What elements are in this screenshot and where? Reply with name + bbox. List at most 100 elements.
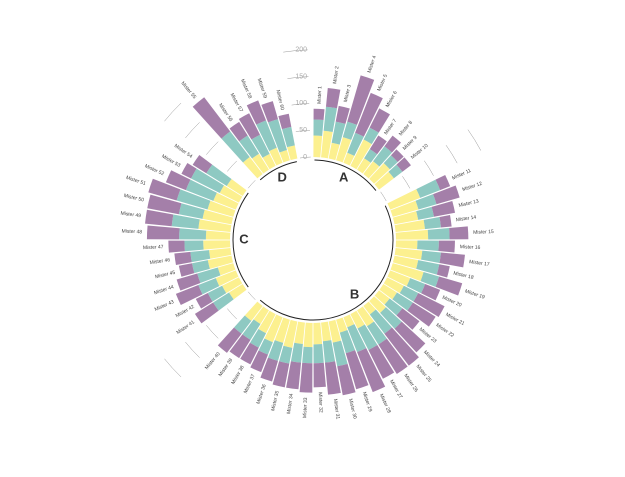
bar-segment: [242, 319, 261, 340]
bar-label: Mister 21: [444, 312, 465, 327]
bar-segment: [234, 315, 252, 334]
bar-segment: [331, 121, 346, 145]
grid-line: [299, 156, 311, 159]
bar-segment: [380, 307, 402, 329]
bar-segment: [395, 229, 429, 240]
bar-segment: [286, 361, 302, 390]
bar-segment: [435, 276, 463, 296]
bar-segment: [213, 292, 234, 311]
bar-segment: [337, 363, 356, 396]
bar-segment: [184, 240, 204, 252]
group-label: D: [278, 170, 287, 185]
bar-segment: [369, 135, 387, 155]
bar-segment: [229, 334, 251, 359]
bar-label: Mister 35: [270, 390, 281, 412]
bar-segment: [439, 215, 452, 228]
bar-segment: [394, 321, 426, 353]
bar-segment: [435, 174, 451, 191]
bar-label: Mister 59: [256, 78, 268, 100]
bar-segment: [313, 108, 325, 120]
group-label: C: [239, 231, 249, 246]
bar-segment: [313, 119, 324, 136]
bar-segment: [421, 284, 441, 301]
bar-label: Mister 19: [464, 288, 486, 300]
bar-segment: [238, 113, 260, 140]
bar-segment: [176, 189, 211, 210]
bar-segment: [439, 252, 465, 268]
bar-segment: [217, 263, 236, 276]
bar-label: Mister 8: [398, 120, 414, 138]
bar-segment: [197, 267, 221, 284]
bar-label: Mister 24: [422, 350, 441, 369]
bar-segment: [313, 135, 323, 158]
grid-line: [164, 102, 182, 122]
bar-segment: [250, 329, 267, 348]
bar-label: Mister 18: [453, 270, 475, 281]
bar-segment: [322, 340, 336, 363]
bar-segment: [369, 296, 386, 313]
bar-segment: [192, 97, 231, 139]
bar-segment: [229, 284, 247, 300]
bar-segment: [313, 344, 324, 364]
bar-segment: [215, 270, 239, 287]
bar-segment: [324, 361, 341, 395]
grid-line: [283, 49, 308, 53]
bar-label: Mister 30: [347, 398, 358, 420]
bar-segment: [207, 285, 227, 302]
grid-line: [445, 145, 458, 164]
bar-segment: [392, 292, 413, 311]
bar-segment: [392, 211, 419, 225]
y-tick-label: 100: [295, 100, 307, 107]
bar-segment: [373, 146, 392, 167]
bar-segment: [325, 88, 341, 109]
group-label: B: [350, 287, 359, 302]
grid-line: [380, 191, 387, 202]
bar-label: Mister 57: [229, 92, 244, 113]
bar-segment: [328, 142, 340, 161]
bar-segment: [281, 126, 295, 148]
bar-segment: [357, 348, 386, 393]
bar-segment: [323, 106, 337, 132]
bar-label: Mister 6: [385, 90, 399, 109]
bar-segment: [258, 338, 273, 355]
bar-label: Mister 14: [456, 215, 477, 224]
bar-label: Mister 25: [415, 364, 433, 384]
bar-label: Mister 53: [160, 154, 181, 169]
bar-segment: [226, 179, 247, 196]
bar-segment: [168, 240, 185, 253]
bar-segment: [363, 301, 376, 315]
bar-segment: [436, 264, 450, 278]
bar-segment: [244, 301, 263, 321]
bar-segment: [294, 321, 305, 344]
bar-segment: [347, 75, 375, 125]
bar-segment: [347, 324, 367, 353]
bar-segment: [178, 203, 205, 219]
bar-label: Mister 29: [361, 391, 373, 413]
bar-label: Mister 40: [204, 351, 222, 371]
grid-line: [164, 358, 182, 378]
bar-label: Mister 10: [410, 143, 430, 161]
grid-line: [227, 160, 237, 172]
bar-segment: [278, 113, 292, 130]
group-baseline: [259, 161, 297, 181]
bar-segment: [335, 105, 350, 124]
bar-segment: [258, 310, 276, 334]
bar-segment: [175, 285, 203, 306]
bar-segment: [378, 338, 408, 374]
bar-segment: [192, 154, 213, 174]
bar-segment: [347, 132, 364, 156]
bar-segment: [283, 319, 298, 348]
bar-segment: [269, 147, 283, 166]
bar-segment: [423, 216, 441, 230]
bar-label: Mister 11: [451, 168, 472, 182]
bar-segment: [387, 270, 411, 287]
bar-segment: [250, 350, 268, 373]
bar-label: Mister 22: [435, 322, 456, 339]
bar-segment: [181, 163, 197, 179]
bar-segment: [272, 361, 290, 388]
bar-segment: [221, 131, 250, 163]
bar-segment: [290, 342, 303, 363]
bar-segment: [251, 134, 270, 158]
bar-label: Mister 31: [332, 398, 341, 419]
